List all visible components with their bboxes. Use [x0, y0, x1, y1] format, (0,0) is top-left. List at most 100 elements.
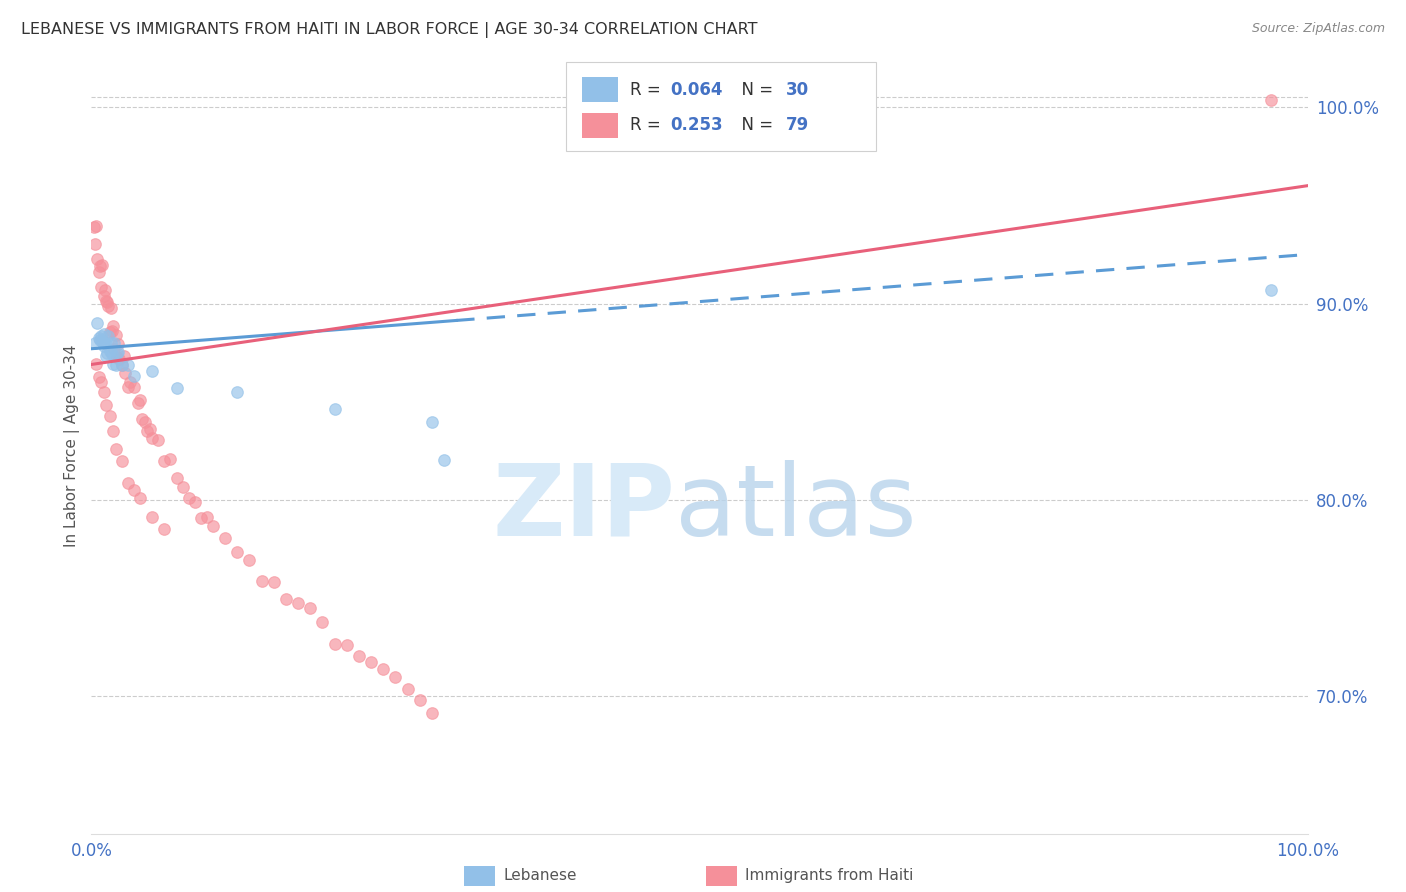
Point — [87, 369, 110, 384]
Point — [84, 336, 107, 351]
Point — [238, 553, 260, 567]
Point — [336, 639, 359, 653]
Text: 0.064: 0.064 — [671, 81, 723, 99]
Point — [94, 349, 117, 363]
Point — [84, 237, 107, 252]
Point — [120, 375, 142, 389]
Point — [420, 706, 443, 721]
Point — [226, 384, 249, 399]
Point — [105, 345, 128, 359]
Point — [139, 422, 162, 436]
Point — [94, 336, 117, 351]
Text: atlas: atlas — [675, 459, 917, 557]
Point — [112, 349, 135, 363]
Point — [347, 648, 370, 663]
Bar — [582, 113, 619, 138]
Point — [93, 384, 115, 399]
Point — [87, 331, 110, 345]
Point — [107, 345, 129, 359]
Point — [104, 442, 127, 457]
Point — [108, 352, 131, 367]
Point — [94, 293, 117, 308]
Text: N =: N = — [731, 81, 779, 99]
Bar — [582, 78, 619, 103]
Point — [409, 692, 432, 706]
Point — [96, 346, 118, 360]
Point — [311, 615, 333, 629]
Point — [98, 343, 121, 358]
Text: Lebanese: Lebanese — [503, 869, 576, 883]
Point — [323, 401, 346, 416]
Point — [100, 336, 122, 351]
Point — [202, 519, 225, 533]
Text: N =: N = — [731, 117, 779, 135]
Point — [172, 480, 194, 494]
Point — [90, 328, 112, 343]
Point — [100, 301, 122, 316]
Point — [148, 433, 170, 447]
Point — [177, 491, 200, 505]
Point — [87, 265, 110, 279]
Point — [131, 412, 153, 426]
Point — [84, 357, 107, 371]
Point — [127, 395, 149, 409]
Text: Immigrants from Haiti: Immigrants from Haiti — [745, 869, 914, 883]
Point — [141, 431, 163, 445]
Point — [323, 637, 346, 651]
Text: 79: 79 — [786, 117, 808, 135]
Point — [86, 316, 108, 330]
Point — [97, 329, 120, 343]
Point — [94, 284, 117, 298]
Point — [101, 346, 124, 360]
Point — [114, 366, 136, 380]
Point — [93, 338, 115, 352]
Point — [104, 358, 127, 372]
Point — [1260, 283, 1282, 297]
Point — [94, 398, 117, 412]
Point — [360, 655, 382, 669]
Point — [117, 359, 139, 373]
Point — [136, 424, 159, 438]
Point — [129, 491, 152, 506]
Point — [134, 416, 156, 430]
Point — [90, 279, 112, 293]
Point — [299, 601, 322, 615]
Point — [111, 358, 134, 372]
Point — [86, 252, 108, 266]
Point — [103, 357, 125, 371]
Point — [93, 289, 115, 303]
Text: 0.253: 0.253 — [671, 117, 723, 135]
Point — [129, 392, 152, 407]
Point — [122, 368, 145, 383]
Point — [84, 219, 107, 234]
Point — [166, 380, 188, 394]
Text: R =: R = — [630, 81, 666, 99]
Text: R =: R = — [630, 117, 666, 135]
Point — [96, 294, 118, 309]
Point — [103, 336, 125, 351]
Point — [98, 325, 121, 339]
Point — [111, 454, 134, 468]
Point — [396, 682, 419, 697]
Point — [117, 380, 139, 394]
Point — [90, 376, 112, 390]
Point — [103, 342, 125, 356]
Point — [83, 220, 105, 235]
Point — [373, 662, 395, 676]
Point — [226, 545, 249, 559]
Point — [420, 415, 443, 429]
Text: Source: ZipAtlas.com: Source: ZipAtlas.com — [1251, 22, 1385, 36]
Point — [97, 300, 120, 314]
Point — [153, 454, 176, 468]
Point — [1260, 93, 1282, 107]
Point — [122, 379, 145, 393]
Point — [104, 327, 127, 342]
Point — [263, 574, 285, 589]
Point — [153, 522, 176, 536]
Text: LEBANESE VS IMMIGRANTS FROM HAITI IN LABOR FORCE | AGE 30-34 CORRELATION CHART: LEBANESE VS IMMIGRANTS FROM HAITI IN LAB… — [21, 22, 758, 38]
Text: 30: 30 — [786, 81, 808, 99]
Point — [101, 324, 124, 338]
Point — [384, 671, 406, 685]
Point — [91, 258, 114, 272]
Point — [184, 495, 207, 509]
